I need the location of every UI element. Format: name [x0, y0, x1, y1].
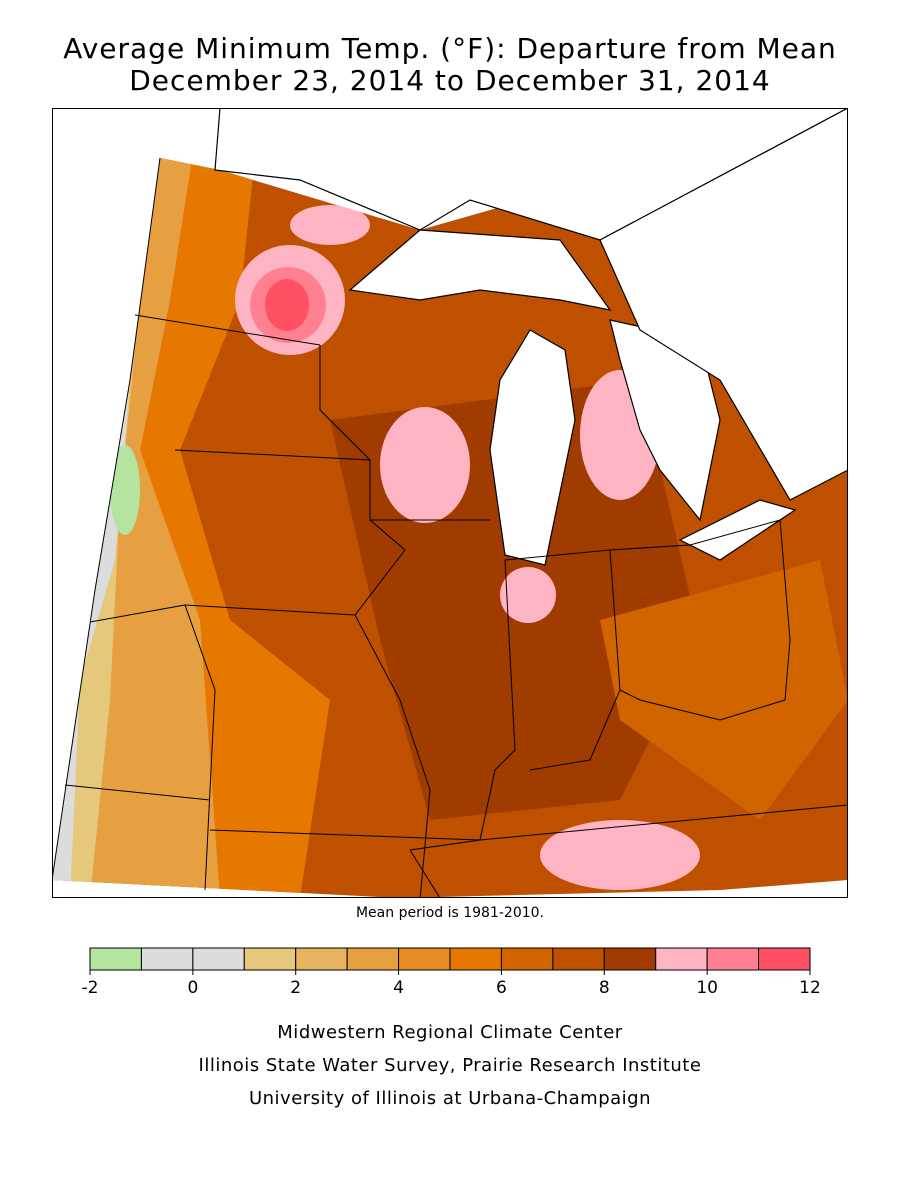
legend-color-box [346, 947, 400, 971]
title-line: Average Minimum Temp. (°F): Departure fr… [63, 32, 837, 65]
legend-tick-label: 2 [290, 978, 301, 998]
title-line: December 23, 2014 to December 31, 2014 [129, 64, 770, 97]
legend-tick-label: 8 [599, 978, 610, 998]
credit-line: Midwestern Regional Climate Center [277, 1022, 623, 1043]
legend-tick-label: 0 [187, 978, 198, 998]
legend-tick-label: 12 [799, 978, 821, 998]
legend-color-box [552, 947, 605, 971]
legend-color-box [603, 947, 657, 971]
borders [52, 157, 848, 898]
color-legend: -2 0 2 4 6 8 10 12 [82, 947, 821, 998]
legend-color-box [89, 947, 142, 971]
legend-color-box [192, 947, 245, 971]
legend-color-box [398, 947, 451, 971]
legend-tick-label: 6 [496, 978, 507, 998]
legend-tick-label: 4 [393, 978, 404, 998]
legend-color-box [140, 947, 194, 971]
credit-line: University of Illinois at Urbana-Champai… [249, 1088, 651, 1109]
lakes-and-canada [214, 108, 848, 566]
legend-color-box [655, 947, 708, 971]
legend-color-box [295, 947, 348, 971]
credit-line: Illinois State Water Survey, Prairie Res… [199, 1055, 702, 1076]
legend-color-box [706, 947, 760, 971]
legend-color-box [449, 947, 502, 971]
legend-color-box [500, 947, 554, 971]
legend-color-box [243, 947, 297, 971]
legend-tick-label: 10 [696, 978, 718, 998]
legend-tick-label: -2 [82, 978, 99, 998]
map [52, 108, 848, 898]
legend-color-box [758, 947, 811, 971]
mean-period-note: Mean period is 1981-2010. [356, 905, 544, 921]
